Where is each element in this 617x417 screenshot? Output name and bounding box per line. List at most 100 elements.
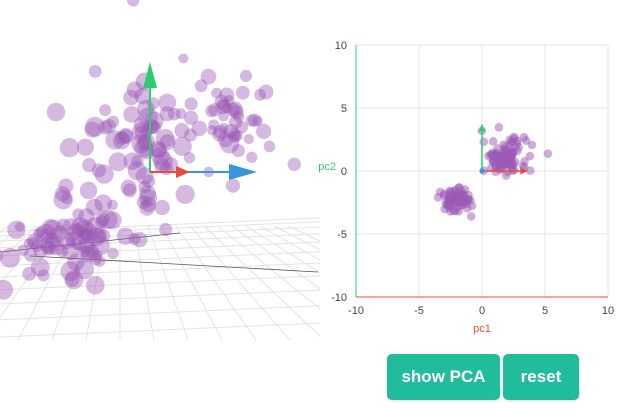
point-3d xyxy=(43,219,64,240)
floor-grid-line xyxy=(133,225,155,341)
point-3d xyxy=(139,200,155,216)
point-3d xyxy=(65,232,77,243)
point-3d xyxy=(54,186,71,202)
point-3d xyxy=(142,174,156,188)
point-3d xyxy=(131,133,151,154)
point-3d xyxy=(258,84,274,100)
point-3d xyxy=(41,240,55,254)
point-3d xyxy=(76,138,94,156)
point-3d xyxy=(91,227,107,244)
floor-axis-line xyxy=(29,255,319,273)
axes-3d xyxy=(143,62,257,180)
floor-grid-line xyxy=(0,225,37,261)
point-3d xyxy=(132,231,148,248)
point-3d xyxy=(116,227,135,245)
point-3d xyxy=(91,249,103,261)
point-3d xyxy=(70,217,90,236)
point-3d xyxy=(17,244,29,256)
floor-grid xyxy=(0,217,320,341)
point-3d xyxy=(227,127,241,141)
point-3d xyxy=(67,223,84,240)
point-3d xyxy=(56,218,71,234)
point-3d xyxy=(85,116,105,137)
point-3d xyxy=(208,103,222,117)
point-3d xyxy=(44,232,61,250)
floor-grid-line xyxy=(0,217,320,233)
point-3d xyxy=(30,257,50,277)
point-3d xyxy=(127,161,147,181)
floor-grid-line xyxy=(0,275,320,291)
point-3d xyxy=(33,244,48,259)
scatter-point xyxy=(543,149,553,158)
floor-grid-line xyxy=(0,225,51,284)
y-axis-label: pc2 xyxy=(318,161,336,173)
show-pca-button[interactable]: show PCA xyxy=(387,354,500,400)
point-3d xyxy=(0,279,14,300)
floor-grid-line xyxy=(85,225,107,341)
point-3d xyxy=(254,88,267,101)
point-3d xyxy=(205,105,218,118)
floor-grid-line xyxy=(0,305,320,321)
point-3d xyxy=(174,123,190,139)
point-3d xyxy=(175,184,195,204)
principal-axes xyxy=(478,124,528,175)
point-3d xyxy=(93,255,106,267)
floor-grid-line xyxy=(0,233,320,249)
point-3d xyxy=(213,124,228,139)
point-3d xyxy=(85,216,106,237)
point-3d xyxy=(126,0,140,7)
point-3d xyxy=(159,162,173,176)
point-3d xyxy=(40,234,60,255)
floor-grid-line xyxy=(0,241,320,257)
point-3d xyxy=(107,199,118,211)
point-3d xyxy=(0,248,3,262)
point-3d xyxy=(183,152,196,164)
reset-button[interactable]: reset xyxy=(503,354,579,400)
point-3d xyxy=(60,192,73,205)
scatter-point xyxy=(493,144,502,153)
point-3d xyxy=(123,106,140,123)
point-3d xyxy=(245,114,258,127)
scatter-point xyxy=(459,198,468,208)
point-3d xyxy=(74,259,94,280)
point-3d xyxy=(223,95,235,106)
point-3d xyxy=(81,246,95,260)
point-3d xyxy=(239,69,253,82)
point-3d xyxy=(62,242,80,261)
point-3d xyxy=(149,140,167,159)
floor-grid-line xyxy=(0,322,320,338)
point-3d xyxy=(58,178,74,194)
point-3d xyxy=(91,163,106,178)
point-3d xyxy=(136,135,153,152)
point-3d xyxy=(159,222,173,237)
floor-grid-line xyxy=(189,225,291,341)
point-3d xyxy=(221,102,233,114)
point-3d xyxy=(14,221,25,232)
point-3d xyxy=(248,113,262,127)
scatter-point xyxy=(526,166,535,175)
point-3d xyxy=(65,272,80,287)
point-3d xyxy=(140,124,154,138)
point-3d xyxy=(26,233,43,250)
x-tick-label: 0 xyxy=(479,305,485,317)
3d-scatter-canvas[interactable] xyxy=(0,0,320,417)
scatter-point xyxy=(525,151,535,161)
scatter-point xyxy=(488,137,498,146)
scatter-point xyxy=(490,151,500,160)
y-arrow-head-3d xyxy=(143,62,157,88)
3d-scatter-view[interactable] xyxy=(0,0,320,417)
point-3d xyxy=(217,131,234,148)
scatter-point xyxy=(527,140,537,150)
point-3d xyxy=(103,211,122,230)
scatter-point xyxy=(491,163,501,172)
point-3d xyxy=(120,179,137,196)
point-3d xyxy=(53,189,73,210)
point-3d xyxy=(151,142,168,159)
point-3d xyxy=(191,120,207,137)
y-tick-label: 0 xyxy=(341,166,347,178)
pca-scatter-plot: -10 -5 0 5 10 -10 -5 0 5 10 pc1 pc2 xyxy=(316,36,616,346)
point-3d xyxy=(214,94,229,109)
point-3d xyxy=(90,235,110,256)
point-3d xyxy=(28,236,40,249)
point-3d xyxy=(138,107,158,127)
